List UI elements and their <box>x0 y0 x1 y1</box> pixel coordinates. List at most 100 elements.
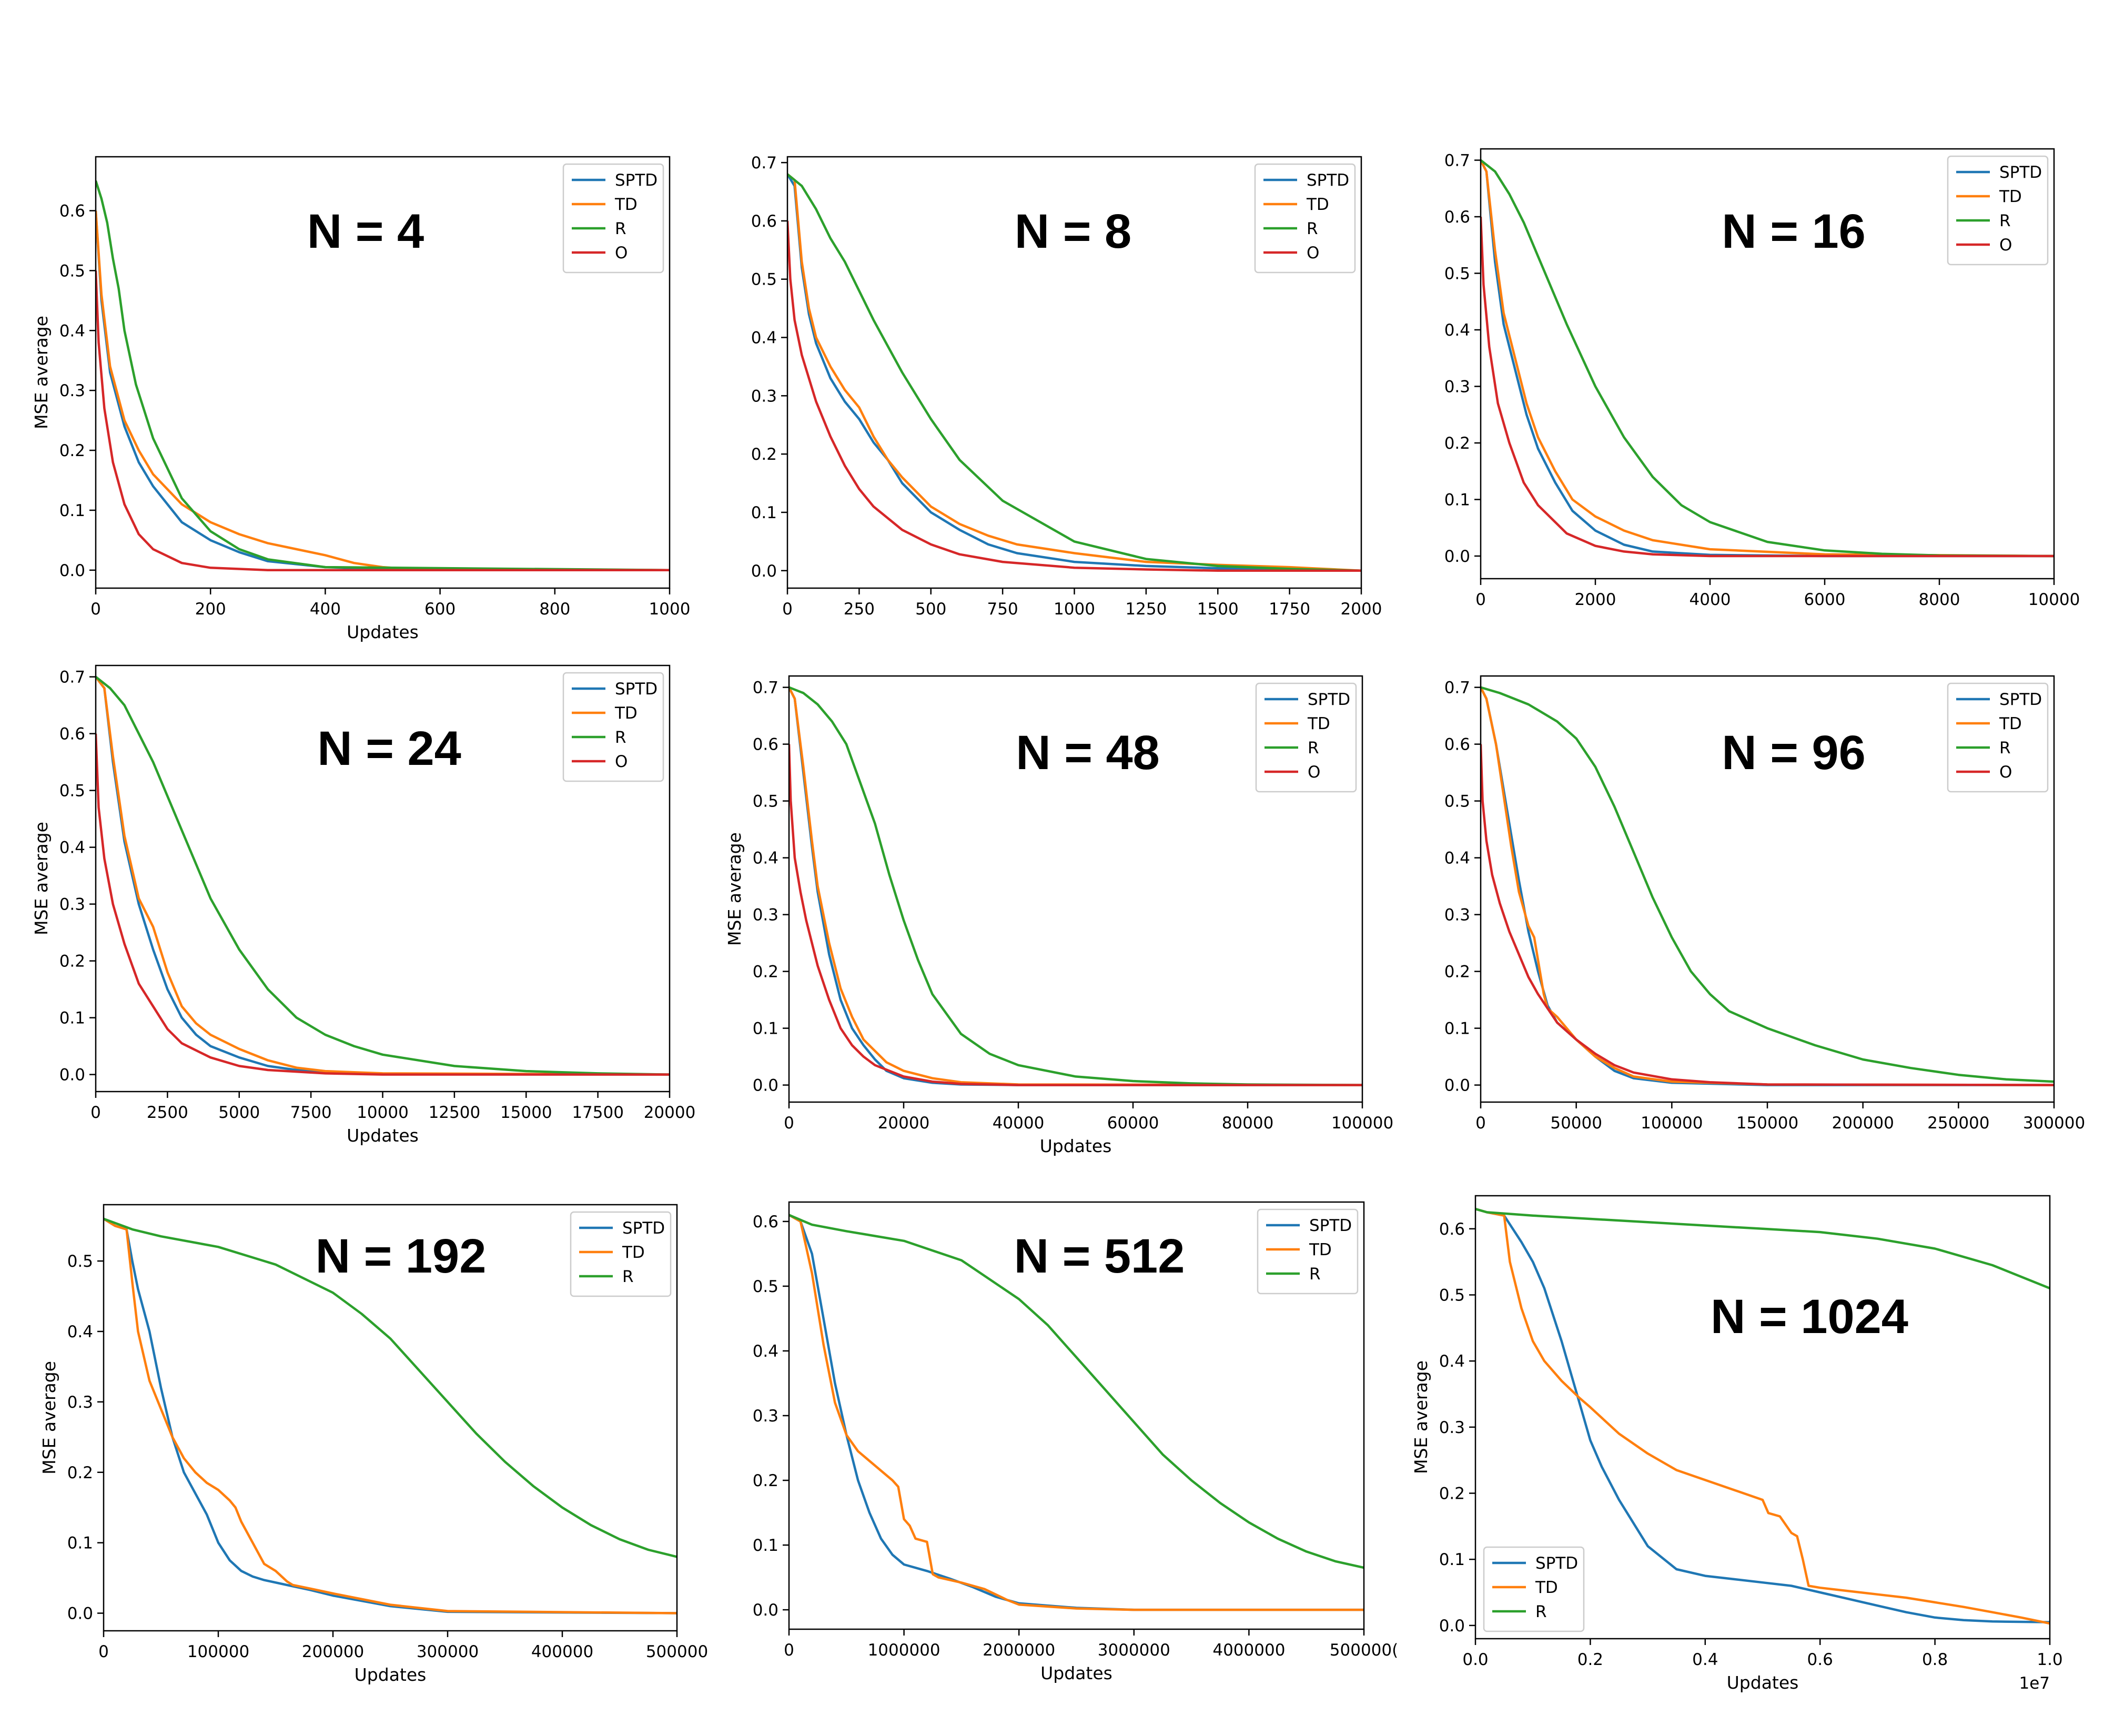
series-line-td <box>104 1217 677 1614</box>
y-tick-label: 0.7 <box>753 679 778 698</box>
series-line-td <box>96 210 670 572</box>
legend: SPTD TD R <box>570 1211 672 1297</box>
x-tick-label: 8000 <box>1919 590 1960 609</box>
legend-label-o: O <box>1999 763 2012 782</box>
x-axis-label: Updates <box>1040 1136 1112 1156</box>
x-axis-label: Updates <box>355 1664 427 1685</box>
y-tick-label: 0.6 <box>751 212 777 231</box>
y-tick-label: 0.3 <box>1444 378 1470 397</box>
legend: SPTD TD R <box>1257 1208 1359 1295</box>
axes-frame <box>788 675 1363 1103</box>
x-tick-label: 17500 <box>572 1103 624 1122</box>
x-tick-label: 500000( <box>1330 1641 1398 1660</box>
x-tick-label: 750 <box>987 600 1018 619</box>
series-line-r <box>96 675 670 1076</box>
legend: SPTD TD RO <box>1947 682 2049 793</box>
y-tick-label: 0.3 <box>1444 906 1470 925</box>
y-axis-label: MSE average <box>1411 1360 1431 1474</box>
legend-label-o: O <box>1307 244 1319 263</box>
y-tick-label: 0.4 <box>1444 321 1470 340</box>
series-line-r <box>789 686 1362 1086</box>
x-tick-label: 0 <box>1475 590 1486 609</box>
y-tick-label: 0.2 <box>753 1471 778 1490</box>
series-group <box>1481 686 2054 1086</box>
x-tick-label: 0 <box>90 1103 101 1122</box>
x-tick-label: 1000 <box>1054 600 1095 619</box>
legend: SPTD TD RO <box>562 163 664 274</box>
x-tick-label: 100000 <box>1641 1114 1703 1133</box>
series-line-r <box>96 180 670 572</box>
panel-title: N = 16 <box>1722 205 1866 258</box>
x-tick-label: 2500 <box>147 1103 188 1122</box>
series-line-td <box>1475 1207 2050 1625</box>
y-tick-label: 0.1 <box>753 1536 778 1555</box>
y-tick-label: 0.1 <box>59 1009 85 1028</box>
legend-label-td: TD <box>1309 1240 1332 1259</box>
legend: SPTD TD RO <box>562 672 664 782</box>
legend-label-r: R <box>1309 1265 1321 1284</box>
legend: SPTD TD RO <box>1254 163 1356 274</box>
y-tick-label: 0.0 <box>751 562 777 581</box>
series-line-r <box>787 173 1361 572</box>
y-tick-label: 0.6 <box>59 725 85 744</box>
x-tick-label: 15000 <box>500 1103 552 1122</box>
legend-label-r: R <box>615 728 626 747</box>
x-axis-multiplier: 1e7 <box>2019 1674 2050 1693</box>
chart-panel-8: 0 1000000 2000000 3000000 4000000 500000(0.0 0… <box>753 1201 1398 1683</box>
x-tick-label: 500000 <box>646 1642 708 1661</box>
x-axis-label: Updates <box>1040 1663 1112 1683</box>
y-tick-label: 0.0 <box>59 1066 85 1085</box>
y-tick-label: 0.2 <box>67 1464 93 1482</box>
x-tick-label: 40000 <box>993 1114 1045 1133</box>
y-tick-label: 0.1 <box>1444 1020 1470 1038</box>
legend: SPTD TD RO <box>1947 155 2049 266</box>
chart-panel-7: 0 100000 200000 300000 400000 500000 0.0 0.1 0.2… <box>39 1204 708 1685</box>
y-tick-label: 0.2 <box>751 445 777 464</box>
y-tick-label: 0.2 <box>59 952 85 971</box>
x-tick-label: 10000 <box>357 1103 409 1122</box>
y-tick-label: 0.3 <box>753 1407 778 1426</box>
series-line-r <box>1475 1207 2050 1289</box>
legend-label-td: TD <box>1307 714 1330 733</box>
series-line-o <box>1481 216 2054 558</box>
axes-frame <box>103 1204 678 1632</box>
x-tick-label: 250000 <box>1927 1114 1989 1133</box>
y-tick-label: 0.4 <box>59 839 85 857</box>
x-tick-label: 0 <box>784 1641 794 1660</box>
y-tick-label: 0.0 <box>753 1076 778 1095</box>
x-tick-label: 2000000 <box>983 1641 1055 1660</box>
y-tick-label: 0.1 <box>1439 1550 1465 1569</box>
x-tick-label: 0.2 <box>1577 1650 1603 1669</box>
series-line-td <box>789 1214 1364 1611</box>
x-tick-label: 7500 <box>290 1103 332 1122</box>
y-tick-label: 0.5 <box>1439 1286 1465 1305</box>
y-tick-label: 0.4 <box>753 1342 778 1361</box>
x-tick-label: 6000 <box>1804 590 1846 609</box>
x-tick-label: 300000 <box>417 1642 479 1661</box>
chart-panel-5: 0 20000 40000 60000 80000 100000 0.0 0.1 0.2 0.3 0… <box>724 675 1393 1156</box>
legend-label-td: TD <box>1999 714 2022 733</box>
y-tick-label: 0.4 <box>1444 849 1470 868</box>
x-tick-label: 1000 <box>649 600 691 619</box>
y-tick-label: 0.7 <box>1444 152 1470 170</box>
legend-label-o: O <box>1999 236 2012 255</box>
y-tick-label: 0.6 <box>1444 208 1470 227</box>
series-line-td <box>787 173 1361 572</box>
x-tick-label: 60000 <box>1107 1114 1159 1133</box>
y-tick-label: 0.1 <box>67 1534 93 1553</box>
legend-label-sptd: SPTD <box>615 680 658 699</box>
y-tick-label: 0.3 <box>751 387 777 406</box>
x-tick-label: 1500 <box>1197 600 1239 619</box>
chart-panel-4: 0 2500 5000 7500 10000 12500 15000 17500 20000 0.… <box>31 664 695 1146</box>
y-tick-label: 0.6 <box>753 1213 778 1232</box>
series-line-o <box>96 270 670 572</box>
x-tick-label: 200000 <box>1832 1114 1894 1133</box>
series-group <box>787 173 1361 572</box>
y-tick-label: 0.5 <box>751 270 777 289</box>
x-tick-label: 400000 <box>531 1642 593 1661</box>
y-tick-label: 0.0 <box>753 1601 778 1620</box>
x-tick-label: 400 <box>310 600 341 619</box>
panel-title: N = 192 <box>316 1229 487 1283</box>
legend-label-sptd: SPTD <box>1999 690 2042 709</box>
